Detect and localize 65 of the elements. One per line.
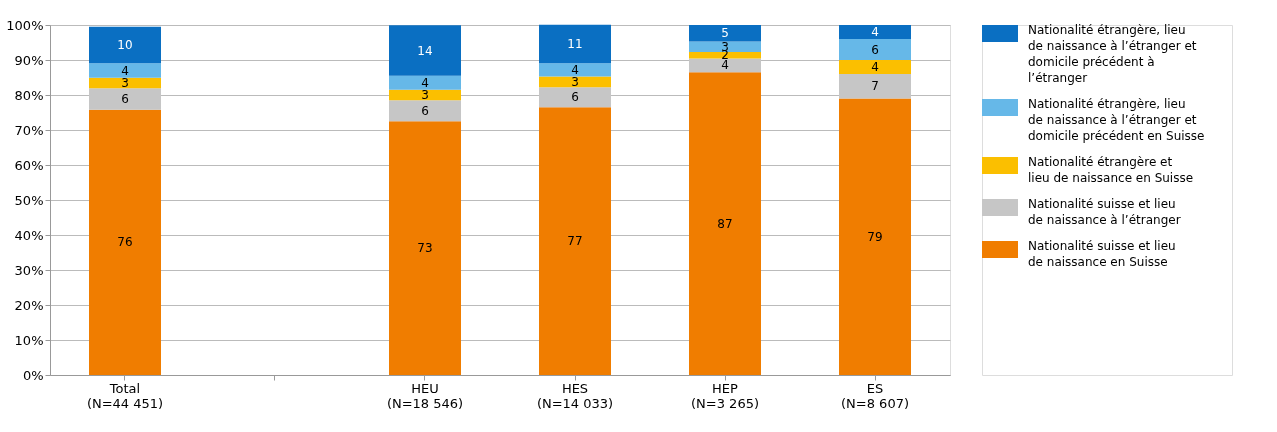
legend-label: Nationalité suisse et lieu de naissance à l’étranger bbox=[1028, 197, 1181, 227]
legend-label: Nationalité étrangère et lieu de naissance en Suisse bbox=[1028, 155, 1194, 185]
data-label: 4 bbox=[871, 25, 879, 39]
bar bbox=[689, 25, 761, 42]
data-label: 3 bbox=[421, 88, 429, 102]
bar bbox=[539, 107, 611, 375]
y-tick-label: 20% bbox=[14, 297, 44, 313]
data-label: 5 bbox=[721, 26, 729, 41]
data-label: 6 bbox=[571, 90, 579, 105]
bar bbox=[689, 72, 761, 375]
data-label: 73 bbox=[417, 241, 433, 256]
bar bbox=[389, 100, 461, 122]
data-label: 3 bbox=[121, 76, 129, 91]
legend-label: Nationalité étrangère, lieu de naissance à l’étranger et domicile précédent à l’étranger bbox=[1028, 23, 1197, 85]
y-tick-label: 70% bbox=[14, 122, 44, 138]
data-label: 77 bbox=[567, 234, 583, 249]
bar bbox=[89, 63, 161, 78]
data-label: 7 bbox=[871, 79, 879, 94]
data-label: 4 bbox=[871, 60, 879, 74]
y-tick-label: 80% bbox=[14, 87, 44, 103]
y-tick-label: 100% bbox=[6, 17, 44, 33]
y-tick-label: 0% bbox=[22, 367, 44, 383]
data-label: 3 bbox=[571, 74, 579, 89]
legend-label: Nationalité suisse et lieu de naissance en Suisse bbox=[1028, 239, 1176, 269]
data-label: 87 bbox=[717, 216, 733, 231]
bar bbox=[389, 75, 461, 90]
x-tick-label: ES (N=8 607) bbox=[841, 380, 909, 411]
data-label: 4 bbox=[421, 75, 429, 90]
y-tick-label: 50% bbox=[14, 192, 44, 208]
bar bbox=[89, 109, 161, 375]
data-label: 4 bbox=[721, 58, 729, 73]
data-label: 6 bbox=[871, 42, 879, 57]
bar bbox=[839, 39, 911, 60]
x-tick-label: Total (N=44 451) bbox=[86, 380, 164, 411]
bar bbox=[539, 76, 611, 88]
data-label: 11 bbox=[567, 36, 583, 51]
y-tick-label: 90% bbox=[14, 52, 44, 68]
data-label: 14 bbox=[417, 43, 433, 58]
data-label: 10 bbox=[117, 37, 133, 52]
legend-label: Nationalité étrangère, lieu de naissance à l’étranger et domicile précédent en Suisse bbox=[1028, 97, 1205, 143]
bar bbox=[539, 63, 611, 77]
x-tick-label: HES (N=14 033) bbox=[536, 380, 614, 411]
data-label: 79 bbox=[867, 229, 883, 244]
bar bbox=[689, 51, 761, 59]
bar bbox=[689, 41, 761, 52]
bar bbox=[839, 25, 911, 39]
bar bbox=[539, 24, 611, 64]
y-tick-label: 10% bbox=[14, 332, 44, 348]
data-label: 76 bbox=[117, 235, 133, 250]
x-tick-label: HEU (N=18 546) bbox=[386, 380, 464, 411]
bar bbox=[839, 98, 911, 375]
x-tick-label: HEP (N=3 265) bbox=[691, 380, 759, 411]
bar bbox=[389, 25, 461, 76]
y-tick-label: 60% bbox=[14, 157, 44, 173]
data-label: 4 bbox=[571, 62, 579, 77]
bar bbox=[839, 60, 911, 74]
bar bbox=[389, 89, 461, 101]
bar bbox=[89, 26, 161, 64]
data-label: 4 bbox=[121, 63, 129, 78]
bar bbox=[89, 77, 161, 89]
data-label: 6 bbox=[121, 92, 129, 107]
y-tick-label: 40% bbox=[14, 227, 44, 243]
bar bbox=[389, 121, 461, 375]
data-label: 6 bbox=[421, 103, 429, 118]
y-tick-label: 30% bbox=[14, 262, 44, 278]
